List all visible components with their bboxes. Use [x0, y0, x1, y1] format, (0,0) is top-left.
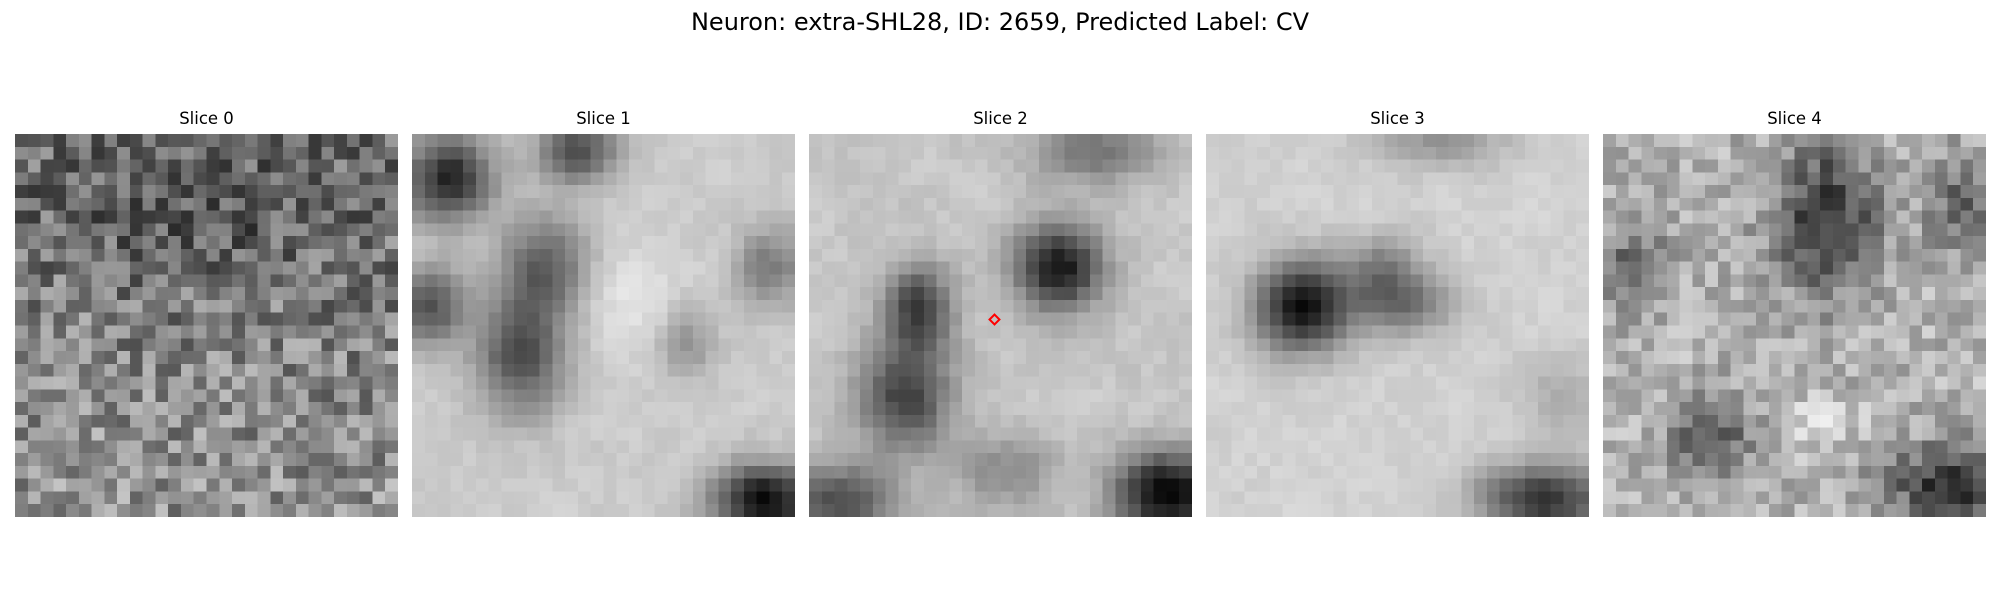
- slice-image-0: [15, 134, 398, 517]
- slice-title-1: Slice 1: [576, 109, 631, 128]
- slice-image-3: [1206, 134, 1589, 517]
- slice-image-1: [412, 134, 795, 517]
- slice-panel-1: Slice 1: [412, 108, 795, 517]
- slice-panel-4: Slice 4: [1603, 108, 1986, 517]
- slice-title-0: Slice 0: [179, 109, 234, 128]
- slice-image-4: [1603, 134, 1986, 517]
- slice-panel-0: Slice 0: [15, 108, 398, 517]
- slice-title-3: Slice 3: [1370, 109, 1425, 128]
- slice-image-2: [809, 134, 1192, 517]
- slice-title-4: Slice 4: [1767, 109, 1822, 128]
- slice-title-2: Slice 2: [973, 109, 1028, 128]
- slice-panel-2: Slice 2: [809, 108, 1192, 517]
- slice-panel-3: Slice 3: [1206, 108, 1589, 517]
- figure-title: Neuron: extra-SHL28, ID: 2659, Predicted…: [690, 8, 1310, 36]
